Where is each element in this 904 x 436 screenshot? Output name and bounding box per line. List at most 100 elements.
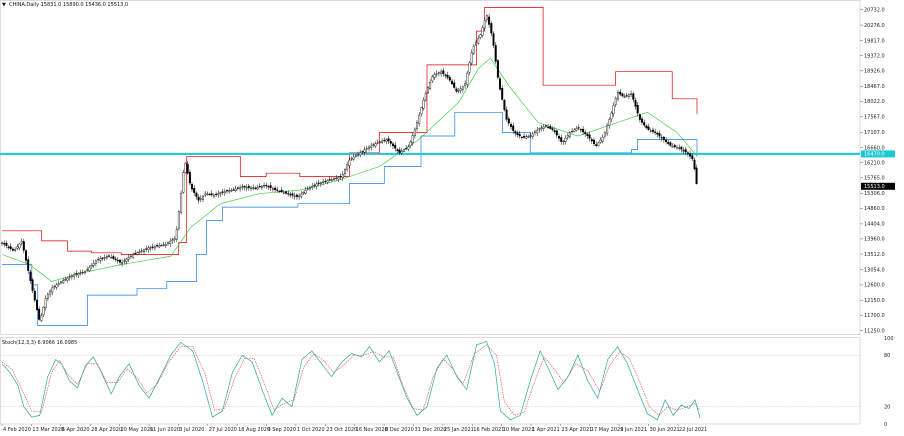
candle-body[interactable] (197, 196, 200, 201)
candle-body[interactable] (9, 246, 12, 250)
candle-body[interactable] (212, 194, 215, 197)
candle-body[interactable] (64, 279, 67, 281)
candle-body[interactable] (538, 128, 541, 130)
candle-body[interactable] (302, 191, 305, 194)
candle-body[interactable] (584, 132, 587, 134)
candle-body[interactable] (520, 136, 523, 139)
candle-body[interactable] (499, 78, 502, 90)
candle-body[interactable] (186, 163, 189, 174)
candle-body[interactable] (184, 163, 187, 173)
candle-body[interactable] (269, 185, 272, 188)
candle-body[interactable] (695, 167, 698, 184)
candle-body[interactable] (374, 143, 377, 147)
candle-body[interactable] (464, 83, 467, 86)
candle-body[interactable] (422, 99, 425, 109)
candle-body[interactable] (610, 112, 613, 120)
candle-body[interactable] (18, 243, 21, 249)
candle-body[interactable] (405, 147, 408, 150)
candle-body[interactable] (682, 150, 685, 152)
candle-body[interactable] (416, 122, 419, 129)
candle-body[interactable] (107, 255, 110, 257)
candle-body[interactable] (365, 148, 368, 150)
candle-body[interactable] (466, 72, 469, 85)
candle-body[interactable] (53, 286, 56, 288)
candle-body[interactable] (195, 192, 198, 197)
candle-body[interactable] (337, 177, 340, 180)
candle-body[interactable] (588, 134, 591, 139)
candle-body[interactable] (31, 279, 34, 291)
candle-body[interactable] (573, 129, 576, 132)
candle-body[interactable] (169, 241, 172, 245)
candle-body[interactable] (125, 258, 128, 262)
candle-body[interactable] (151, 246, 154, 248)
candle-body[interactable] (400, 150, 403, 154)
candle-body[interactable] (575, 128, 578, 131)
candle-body[interactable] (129, 255, 132, 257)
candle-body[interactable] (630, 93, 633, 95)
candle-body[interactable] (396, 149, 399, 152)
candle-body[interactable] (147, 247, 150, 250)
candle-body[interactable] (173, 238, 176, 240)
candle-body[interactable] (638, 114, 641, 120)
candle-body[interactable] (654, 131, 657, 133)
candle-body[interactable] (357, 153, 360, 156)
candle-body[interactable] (496, 60, 499, 78)
candle-body[interactable] (641, 118, 644, 123)
candle-body[interactable] (455, 88, 458, 92)
candle-body[interactable] (534, 131, 537, 133)
candle-body[interactable] (608, 119, 611, 126)
candle-body[interactable] (94, 260, 97, 264)
candle-body[interactable] (73, 274, 76, 277)
candle-body[interactable] (662, 136, 665, 141)
candle-body[interactable] (79, 272, 82, 274)
candle-body[interactable] (658, 133, 661, 137)
candle-body[interactable] (232, 189, 235, 191)
candle-body[interactable] (555, 130, 558, 136)
candle-body[interactable] (306, 188, 309, 190)
candle-body[interactable] (433, 74, 436, 78)
candle-body[interactable] (267, 186, 270, 188)
candle-body[interactable] (33, 290, 36, 301)
candle-body[interactable] (156, 245, 159, 247)
candle-body[interactable] (392, 143, 395, 147)
candle-body[interactable] (667, 141, 670, 144)
candle-body[interactable] (260, 185, 263, 189)
candle-body[interactable] (514, 131, 517, 134)
candle-body[interactable] (256, 187, 259, 190)
candle-body[interactable] (140, 250, 143, 252)
candle-body[interactable] (344, 169, 347, 174)
candle-body[interactable] (689, 153, 692, 157)
candle-body[interactable] (383, 139, 386, 142)
candle-body[interactable] (479, 34, 482, 38)
candle-body[interactable] (671, 146, 674, 148)
candle-body[interactable] (81, 271, 84, 274)
candle-body[interactable] (547, 126, 550, 128)
candle-body[interactable] (440, 71, 443, 74)
candle-body[interactable] (252, 187, 255, 189)
candle-body[interactable] (503, 99, 506, 110)
candle-body[interactable] (190, 184, 193, 190)
candle-body[interactable] (265, 184, 268, 187)
candle-body[interactable] (22, 241, 25, 251)
candle-body[interactable] (14, 249, 17, 252)
candle-body[interactable] (571, 130, 574, 133)
candle-body[interactable] (16, 246, 19, 249)
candle-body[interactable] (132, 254, 135, 258)
candle-body[interactable] (90, 265, 93, 267)
candle-body[interactable] (599, 139, 602, 143)
candle-body[interactable] (199, 197, 202, 200)
candle-body[interactable] (206, 193, 209, 195)
candle-body[interactable] (612, 105, 615, 115)
candle-body[interactable] (293, 195, 296, 197)
candle-body[interactable] (25, 250, 28, 261)
candle-body[interactable] (402, 149, 405, 152)
candle-body[interactable] (326, 180, 329, 183)
candle-body[interactable] (359, 152, 362, 156)
candle-body[interactable] (468, 62, 471, 73)
candle-body[interactable] (623, 96, 626, 98)
candle-body[interactable] (636, 104, 639, 114)
candle-body[interactable] (470, 52, 473, 64)
candle-body[interactable] (142, 249, 145, 253)
candle-body[interactable] (258, 185, 261, 188)
candle-body[interactable] (333, 178, 336, 180)
